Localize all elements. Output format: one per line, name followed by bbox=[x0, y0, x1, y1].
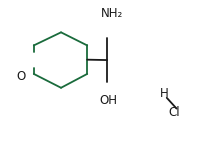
Text: NH₂: NH₂ bbox=[101, 7, 124, 20]
Text: H: H bbox=[160, 87, 169, 100]
Text: O: O bbox=[16, 70, 25, 83]
Text: OH: OH bbox=[99, 94, 117, 107]
Text: Cl: Cl bbox=[169, 106, 180, 119]
